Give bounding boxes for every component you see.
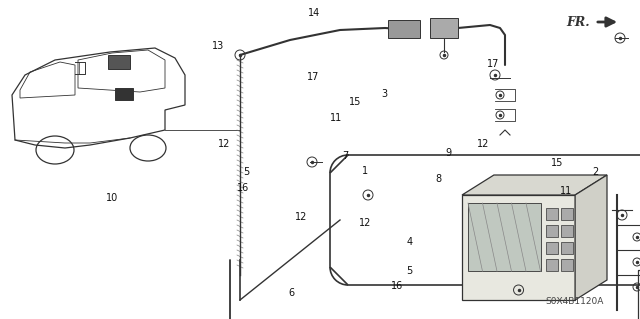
Text: 13: 13: [211, 41, 224, 51]
Text: 9: 9: [445, 148, 451, 158]
Bar: [561, 242, 573, 254]
Text: 2: 2: [592, 167, 598, 177]
Bar: [545, 242, 557, 254]
Bar: [638, 270, 640, 319]
Bar: [388, 20, 420, 38]
Text: 12: 12: [358, 218, 371, 228]
Text: 11: 11: [330, 113, 342, 123]
Text: FR.: FR.: [566, 16, 590, 28]
Bar: [115, 88, 133, 100]
Text: 16: 16: [390, 280, 403, 291]
Text: 12: 12: [477, 138, 490, 149]
Text: 16: 16: [237, 183, 250, 193]
Bar: [545, 208, 557, 220]
Bar: [545, 259, 557, 271]
Text: 1: 1: [362, 166, 368, 176]
Text: 11: 11: [560, 186, 573, 197]
Text: 8: 8: [435, 174, 442, 184]
Text: 17: 17: [486, 59, 499, 69]
Text: 6: 6: [288, 288, 294, 299]
Text: 14: 14: [307, 8, 320, 18]
Text: S0X4B1120A: S0X4B1120A: [546, 298, 604, 307]
Text: 10: 10: [106, 193, 118, 203]
Bar: [462, 195, 575, 300]
Text: 15: 15: [349, 97, 362, 107]
Bar: [561, 208, 573, 220]
Bar: [108, 55, 130, 69]
Text: 5: 5: [243, 167, 250, 177]
Text: 12: 12: [294, 212, 307, 222]
Polygon shape: [462, 175, 607, 195]
Text: 12: 12: [218, 138, 230, 149]
Text: 3: 3: [381, 89, 387, 99]
Text: 4: 4: [406, 237, 413, 248]
Bar: [468, 203, 541, 271]
Bar: [561, 259, 573, 271]
Bar: [561, 225, 573, 237]
Text: 7: 7: [342, 151, 349, 161]
Polygon shape: [575, 175, 607, 300]
Text: 17: 17: [307, 71, 320, 82]
Text: 5: 5: [406, 266, 413, 276]
Bar: [545, 225, 557, 237]
Text: 15: 15: [550, 158, 563, 168]
Bar: [430, 18, 458, 38]
